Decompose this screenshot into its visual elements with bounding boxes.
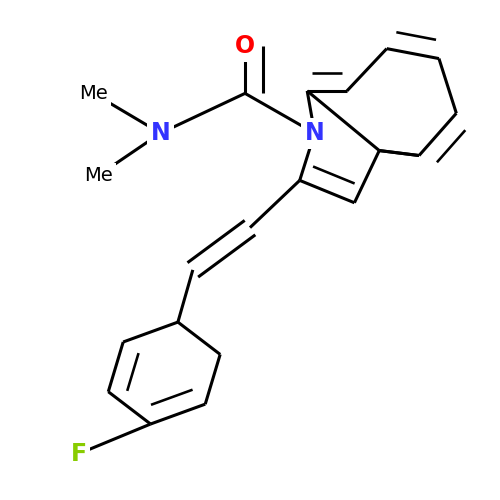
Text: N: N: [150, 121, 171, 145]
Text: N: N: [305, 121, 324, 145]
Text: O: O: [235, 34, 255, 58]
Text: F: F: [70, 442, 86, 466]
Text: Me: Me: [79, 84, 108, 103]
Text: Me: Me: [84, 166, 112, 185]
